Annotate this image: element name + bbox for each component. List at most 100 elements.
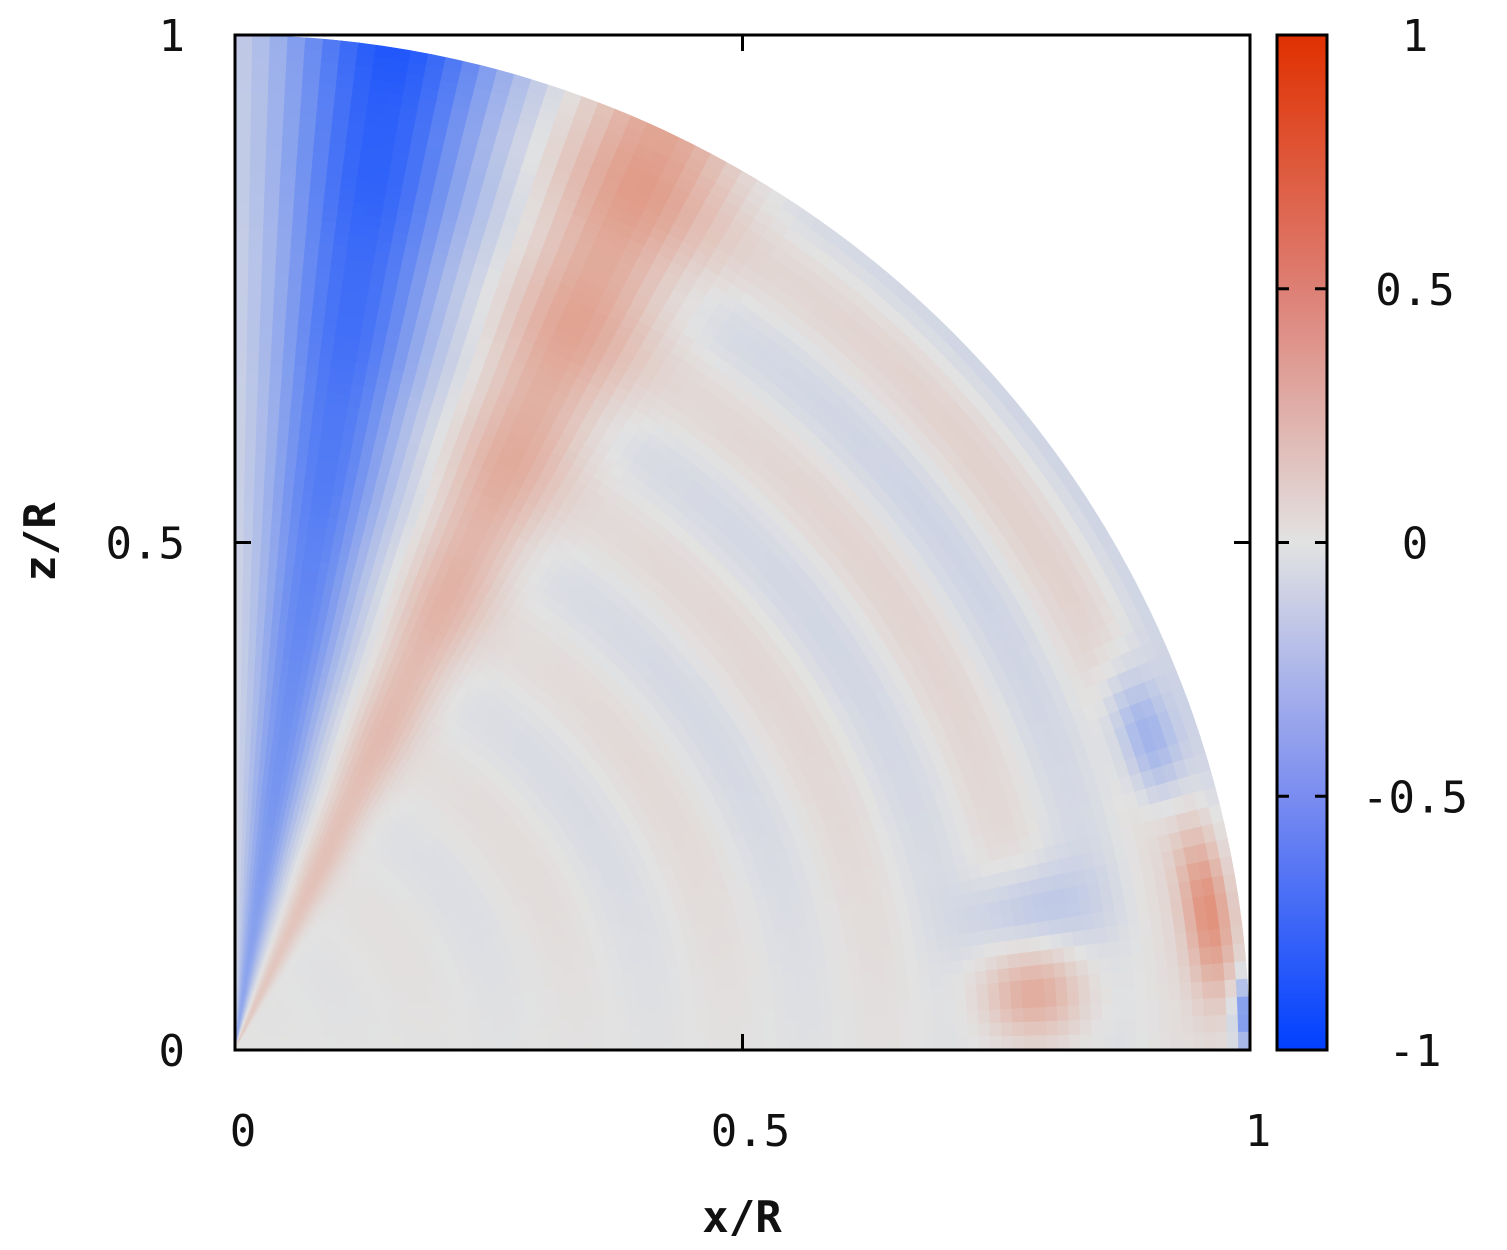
heatmap-cell (266, 430, 279, 444)
heatmap-cell (662, 1026, 676, 1036)
heatmap-cell (272, 486, 285, 501)
heatmap-cell (617, 1028, 631, 1038)
heatmap-cell (781, 970, 796, 984)
heatmap-cell (244, 485, 256, 499)
heatmap-cell (842, 1016, 856, 1030)
heatmap-cell (294, 466, 308, 480)
heatmap-cell (263, 486, 275, 500)
heatmap-cell (256, 418, 269, 432)
heatmap-cell (288, 420, 302, 434)
heatmap-cell (786, 1019, 800, 1032)
heatmap-cell (243, 508, 255, 521)
heatmap-cell (786, 1029, 800, 1041)
heatmap-cell (683, 1009, 697, 1020)
heatmap-cell (774, 1010, 788, 1023)
heatmap-cell (249, 598, 260, 612)
heatmap-cell (262, 508, 274, 522)
heatmap-cell (707, 1024, 721, 1035)
heatmap-cell (251, 542, 263, 556)
heatmap-cell (808, 1008, 822, 1021)
heatmap-cell (242, 598, 252, 611)
heatmap-cell (775, 1030, 789, 1042)
heatmap-cell (284, 465, 297, 479)
heatmap-cell (493, 1040, 507, 1047)
heatmap-cell (262, 497, 275, 511)
heatmap-cell (244, 463, 257, 476)
heatmap-cell (843, 1027, 856, 1040)
heatmap-cell (250, 576, 261, 589)
heatmap-cell (241, 632, 251, 645)
heatmap-cell (751, 1012, 765, 1024)
heatmap-cell (256, 621, 266, 635)
heatmap-cell (527, 1033, 540, 1041)
heatmap-cell (283, 476, 296, 490)
heatmap-cell (661, 1018, 675, 1029)
heatmap-cell (295, 455, 309, 469)
heatmap-cell (276, 430, 290, 444)
heatmap-cell (794, 979, 808, 992)
heatmap-cell (818, 997, 832, 1010)
heatmap-cell (291, 499, 303, 514)
heatmap-cell (250, 564, 261, 578)
heatmap-cell (738, 986, 752, 998)
heatmap-cell (241, 620, 251, 634)
heatmap-cell (266, 418, 280, 432)
heatmap-cell (482, 1040, 495, 1047)
heatmap-cell (296, 443, 310, 458)
heatmap-cell (267, 565, 278, 579)
heatmap-cell (257, 598, 268, 612)
heatmap-cell (770, 972, 785, 985)
heatmap-cell (276, 441, 289, 456)
heatmap-cell (716, 997, 730, 1009)
heatmap-cell (247, 666, 256, 679)
heatmap-cell (683, 1001, 697, 1012)
heatmap-cell (261, 531, 272, 545)
heatmap-cell (254, 452, 267, 465)
heatmap-cell (795, 989, 809, 1002)
heatmap-cell (806, 988, 820, 1001)
heatmap-cell (639, 1020, 653, 1030)
heatmap-cell (752, 1021, 766, 1033)
heatmap-cell (749, 984, 763, 997)
heatmap-cell (727, 996, 742, 1008)
heatmap-cell (707, 1032, 721, 1043)
heatmap-cell (638, 1013, 652, 1023)
heatmap-cell (561, 1037, 574, 1045)
heatmap-cell (277, 419, 291, 433)
heatmap-cell (242, 575, 253, 589)
heatmap-cell (572, 1037, 586, 1045)
heatmap-cell (816, 976, 830, 990)
heatmap-cell (279, 521, 291, 535)
heatmap-cell (269, 543, 280, 557)
heatmap-cell (829, 996, 844, 1009)
heatmap-cell (762, 1002, 776, 1014)
heatmap-cell (272, 498, 284, 512)
heatmap-cell (252, 530, 263, 544)
heatmap-cell (706, 1007, 720, 1018)
heatmap-cell (235, 440, 247, 453)
heatmap-cell (274, 464, 287, 478)
heatmap-cell (527, 1038, 541, 1046)
heatmap-cell (740, 1004, 754, 1016)
heatmap-cell (831, 1017, 845, 1030)
heatmap-cell (694, 999, 708, 1011)
heatmap-cell (247, 654, 257, 668)
heatmap-cell (242, 587, 252, 600)
heatmap-field (235, 35, 1250, 1050)
heatmap-cell (256, 610, 267, 624)
heatmap-cell (561, 1031, 574, 1040)
heatmap-cell (808, 1018, 822, 1031)
heatmap-cell (583, 1024, 596, 1033)
heatmap-cell (244, 474, 256, 488)
heatmap-cell (763, 1011, 777, 1023)
heatmap-cell (662, 1034, 676, 1044)
heatmap-cell (696, 1032, 710, 1043)
heatmap-cell (264, 610, 274, 624)
heatmap-cell (784, 990, 798, 1003)
heatmap-cell (242, 553, 253, 566)
heatmap-cell (627, 1014, 641, 1024)
heatmap-cell (275, 453, 288, 467)
heatmap-cell (807, 998, 821, 1011)
heatmap-cell (247, 677, 256, 691)
heatmap-cell (820, 1028, 834, 1041)
